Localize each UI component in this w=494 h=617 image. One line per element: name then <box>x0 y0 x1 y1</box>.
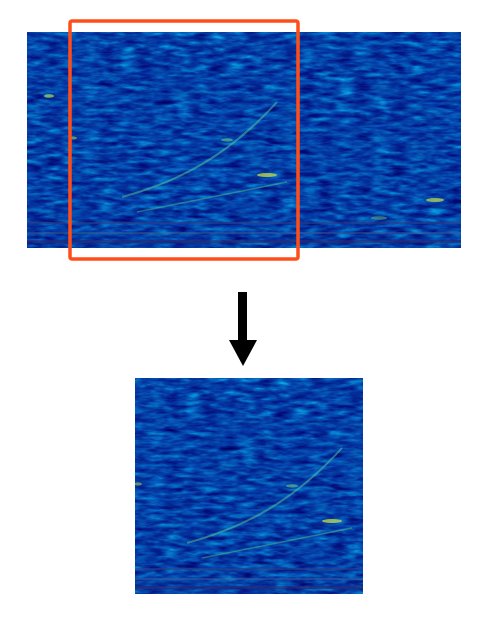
crop-rectangle-icon <box>68 19 300 261</box>
source-spectrogram <box>27 32 461 248</box>
cropped-spectrogram <box>92 378 494 594</box>
arrow-down-icon <box>229 292 257 366</box>
